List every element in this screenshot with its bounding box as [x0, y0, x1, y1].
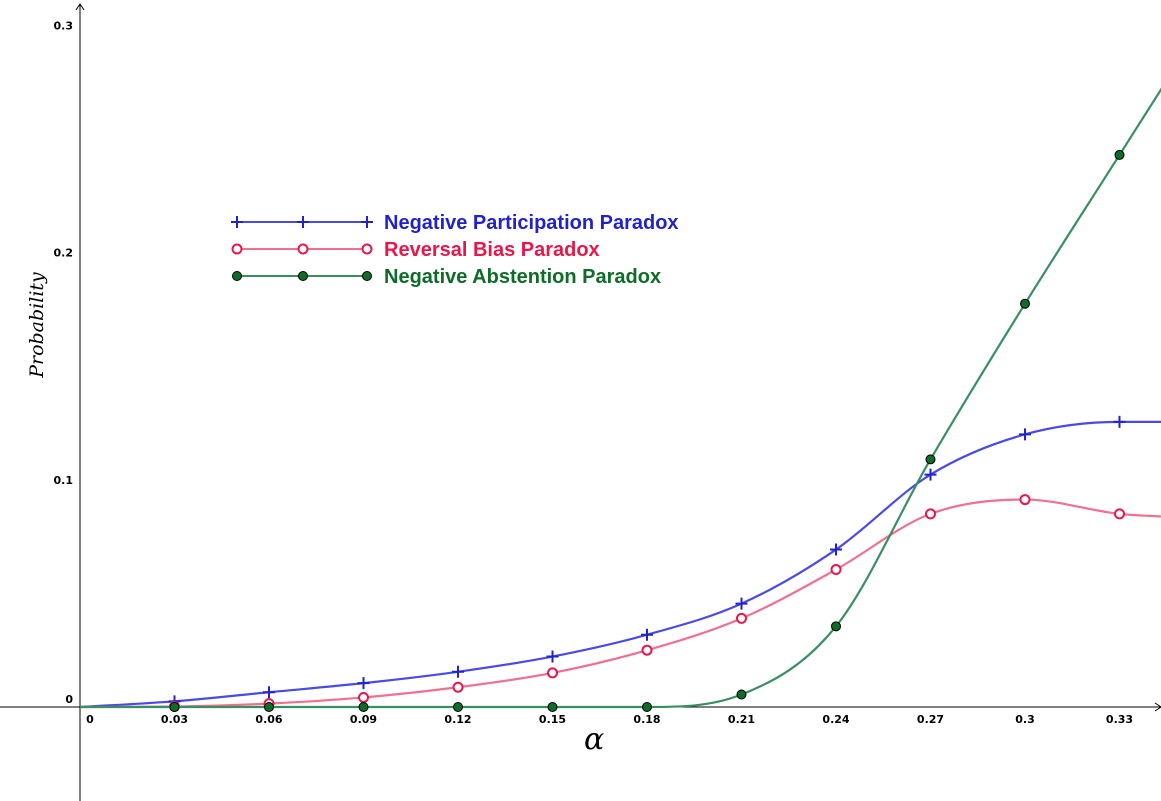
legend-item: Negative Abstention Paradox [232, 266, 661, 288]
data-point [831, 621, 841, 632]
data-point [1114, 149, 1125, 160]
data-point [641, 628, 653, 641]
data-point [546, 650, 559, 663]
plot-area [79, 87, 1161, 713]
x-axis-label: α [584, 722, 604, 757]
legend-marker [361, 243, 373, 255]
x-tick-label: 0.15 [539, 713, 566, 726]
y-axis-arrow-icon [75, 3, 85, 11]
data-point [547, 702, 558, 712]
legend: Negative Participation Paradox Reversal B… [231, 212, 679, 288]
series-2 [80, 87, 1161, 712]
legend-marker [232, 271, 242, 281]
legend-marker [361, 216, 373, 228]
x-axis-arrow-icon [1154, 702, 1161, 712]
series-0 [79, 415, 1161, 709]
x-tick-label: 0.33 [1106, 713, 1133, 726]
x-tick-label: 0.27 [917, 713, 944, 726]
data-point [358, 691, 369, 703]
series-line [79, 420, 1161, 709]
legend-marker [362, 271, 372, 281]
data-point [924, 468, 937, 481]
legend-label: Negative Participation Paradox [384, 212, 679, 234]
x-tick-label: 0.18 [633, 713, 660, 726]
legend-marker [298, 271, 308, 281]
data-point [642, 702, 652, 712]
data-point [925, 508, 936, 520]
legend-marker [231, 216, 243, 228]
x-tick-label: 0.06 [255, 713, 282, 726]
data-point [452, 665, 464, 678]
series-line [79, 498, 1161, 709]
data-point [830, 564, 842, 576]
data-point [453, 702, 463, 712]
y-tick-label: 0.1 [54, 474, 74, 487]
data-point [263, 686, 275, 699]
data-point [452, 681, 464, 693]
legend-marker [297, 216, 309, 228]
data-point [547, 667, 558, 679]
legend-marker [297, 243, 309, 255]
data-point [736, 612, 747, 624]
axes [0, 3, 1161, 801]
data-point [735, 597, 748, 610]
y-tick-label: 0.3 [54, 19, 74, 32]
x-tick-label: 0.3 [1015, 713, 1035, 726]
x-tick-label: 0.12 [444, 713, 471, 726]
y-tick-label: 0.2 [54, 247, 74, 260]
x-tick-labels: 0 0.03 0.06 0.09 0.12 0.15 0.18 0.21 0.24 0.27 0.3… [86, 713, 1133, 726]
data-point [357, 677, 370, 690]
data-point [1019, 428, 1031, 441]
legend-item: Reversal Bias Paradox [231, 239, 600, 261]
legend-label: Negative Abstention Paradox [384, 266, 661, 288]
y-tick-label: 0 [65, 693, 73, 706]
data-point [358, 702, 369, 712]
y-tick-labels: 0 0.1 0.2 0.3 [54, 19, 74, 706]
data-point [169, 702, 180, 712]
data-point [925, 454, 936, 465]
data-point [1113, 415, 1126, 428]
data-point [1019, 494, 1031, 506]
x-tick-label: 0.24 [822, 713, 849, 726]
y-axis-label: Probability [26, 272, 48, 379]
data-point [1114, 508, 1125, 520]
data-point [830, 543, 842, 556]
data-point [264, 702, 274, 712]
legend-marker [231, 243, 243, 255]
series-line [80, 87, 1161, 709]
data-point [1020, 298, 1030, 309]
legend-item: Negative Participation Paradox [231, 212, 679, 234]
legend-label: Reversal Bias Paradox [384, 239, 600, 261]
x-tick-label: 0.03 [161, 713, 188, 726]
x-tick-label: 0.09 [350, 713, 377, 726]
x-tick-label: 0.21 [728, 713, 755, 726]
series-1 [79, 494, 1161, 713]
x-tick-label: 0 [86, 713, 94, 726]
data-point [736, 689, 747, 700]
data-point [641, 644, 653, 656]
